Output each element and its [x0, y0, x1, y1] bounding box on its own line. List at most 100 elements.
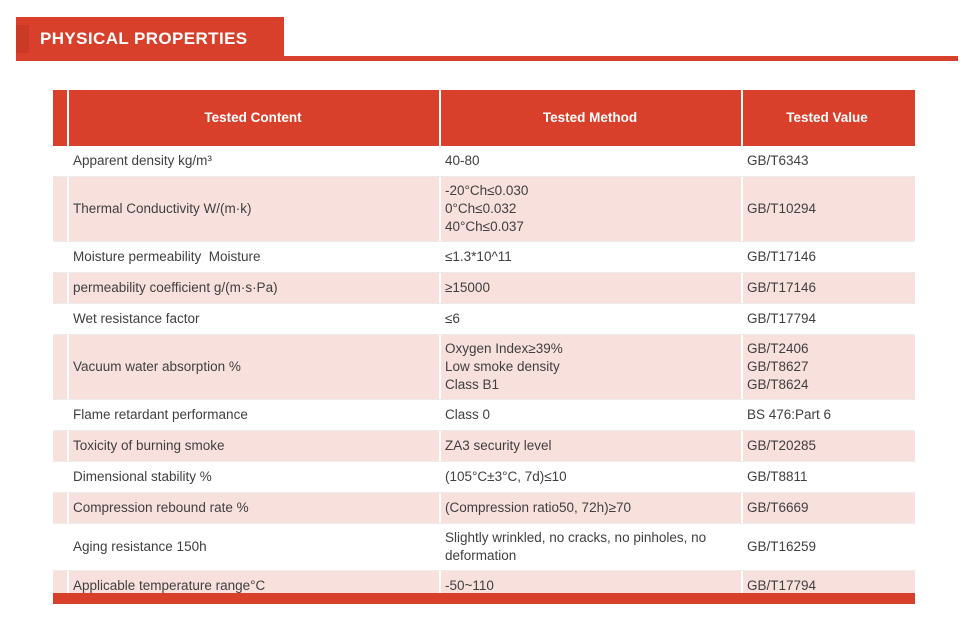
value-line: GB/T17794 — [747, 578, 817, 593]
table-row: Flame retardant performance Class 0 BS 476… — [53, 400, 915, 431]
value-line: GB/T17146 — [747, 249, 817, 264]
tested-content-cell: permeability coefficient g/(m·s·Pa) — [69, 273, 441, 303]
table-row: permeability coefficient g/(m·s·Pa) ≥1500… — [53, 273, 915, 304]
method-line: Slightly wrinkled, no cracks, no pinhole… — [445, 530, 707, 563]
page-title: PHYSICAL PROPERTIES — [40, 29, 248, 48]
tested-content-cell: Wet resistance factor — [69, 304, 441, 334]
table-header-row: Tested Content Tested Method Tested Valu… — [53, 90, 915, 146]
tested-method-cell: (Compression ratio50, 72h)≥70 — [441, 493, 743, 523]
header-spacer-cell — [53, 90, 69, 146]
header-tested-value: Tested Value — [786, 110, 868, 125]
table-row: Vacuum water absorption % Oxygen Index≥39… — [53, 335, 915, 400]
table-row: Moisture permeability Moisture ≤1.3*10^11… — [53, 242, 915, 273]
tested-method-cell: Class 0 — [441, 400, 743, 430]
value-line: GB/T20285 — [747, 438, 817, 453]
tested-value-cell: GB/T6669 — [743, 493, 913, 523]
row-spacer-cell — [53, 273, 69, 303]
row-spacer-cell — [53, 242, 69, 272]
row-spacer-cell — [53, 177, 69, 241]
tested-method-cell: -20°Ch≤0.030 0°Ch≤0.032 40°Ch≤0.037 — [441, 177, 743, 241]
value-line: GB/T16259 — [747, 539, 817, 554]
tested-value-cell: GB/T6343 — [743, 146, 913, 176]
header-tested-method: Tested Method — [441, 90, 743, 146]
physical-properties-table: Tested Content Tested Method Tested Valu… — [53, 90, 915, 602]
tested-value-cell: GB/T17146 — [743, 273, 913, 303]
tested-method-cell: Oxygen Index≥39% Low smoke density Class B… — [441, 335, 743, 399]
tested-method-cell: (105°C±3°C, 7d)≤10 — [441, 462, 743, 492]
value-line: GB/T6669 — [747, 500, 809, 515]
method-line: ≥15000 — [445, 280, 490, 295]
value-line: GB/T17794 — [747, 311, 817, 326]
tested-value-cell: GB/T2406 GB/T8627 GB/T8624 — [743, 335, 913, 399]
table-row: Aging resistance 150h Slightly wrinkled, … — [53, 524, 915, 571]
tested-value-cell: GB/T10294 — [743, 177, 913, 241]
table-row: Dimensional stability % (105°C±3°C, 7d)≤1… — [53, 462, 915, 493]
row-spacer-cell — [53, 524, 69, 570]
value-line: GB/T8811 — [747, 469, 808, 484]
banner-underline — [284, 56, 958, 61]
row-spacer-cell — [53, 335, 69, 399]
row-spacer-cell — [53, 431, 69, 461]
value-line: GB/T2406 — [747, 341, 809, 356]
method-line: (Compression ratio50, 72h)≥70 — [445, 500, 632, 515]
tested-content-cell: Dimensional stability % — [69, 462, 441, 492]
tested-value-cell: GB/T17794 — [743, 571, 913, 601]
row-spacer-cell — [53, 571, 69, 601]
tested-content-cell: Aging resistance 150h — [69, 524, 441, 570]
method-line: ≤6 — [445, 311, 460, 326]
table-row: Apparent density kg/m³ 40-80 GB/T6343 — [53, 146, 915, 177]
method-line: 40°Ch≤0.037 — [445, 219, 524, 234]
header-tested-content: Tested Content — [69, 90, 441, 146]
method-line: 0°Ch≤0.032 — [445, 201, 517, 216]
banner-accent-square — [16, 25, 29, 53]
tested-method-cell: 40-80 — [441, 146, 743, 176]
tested-method-cell: -50~110 — [441, 571, 743, 601]
tested-content-cell: Moisture permeability Moisture — [69, 242, 441, 272]
tested-method-cell: Slightly wrinkled, no cracks, no pinhole… — [441, 524, 743, 570]
tested-content-cell: Vacuum water absorption % — [69, 335, 441, 399]
row-spacer-cell — [53, 400, 69, 430]
tested-content-cell: Applicable temperature range°C — [69, 571, 441, 601]
tested-value-cell: GB/T20285 — [743, 431, 913, 461]
table-row: Compression rebound rate % (Compression r… — [53, 493, 915, 524]
tested-value-cell: GB/T16259 — [743, 524, 913, 570]
value-line: GB/T6343 — [747, 153, 809, 168]
tested-value-cell: GB/T17146 — [743, 242, 913, 272]
section-title-banner: PHYSICAL PROPERTIES — [16, 17, 284, 61]
method-line: Class B1 — [445, 377, 500, 392]
bottom-red-bar — [53, 593, 915, 604]
method-line: Low smoke density — [445, 359, 560, 374]
tested-content-cell: Thermal Conductivity W/(m·k) — [69, 177, 441, 241]
method-line: ZA3 security level — [445, 438, 552, 453]
tested-method-cell: ≤1.3*10^11 — [441, 242, 743, 272]
tested-value-cell: GB/T8811 — [743, 462, 913, 492]
method-line: 40-80 — [445, 153, 480, 168]
value-line: GB/T10294 — [747, 201, 817, 216]
tested-method-cell: ≥15000 — [441, 273, 743, 303]
row-spacer-cell — [53, 493, 69, 523]
method-line: Class 0 — [445, 407, 491, 422]
value-line: BS 476:Part 6 — [747, 407, 832, 422]
table-row: Toxicity of burning smoke ZA3 security le… — [53, 431, 915, 462]
value-line: GB/T8624 — [747, 377, 809, 392]
table-row: Wet resistance factor ≤6 GB/T17794 — [53, 304, 915, 335]
method-line: ≤1.3*10^11 — [445, 249, 512, 264]
value-line: GB/T17146 — [747, 280, 817, 295]
method-line: -20°Ch≤0.030 — [445, 183, 529, 198]
tested-content-cell: Toxicity of burning smoke — [69, 431, 441, 461]
row-spacer-cell — [53, 462, 69, 492]
tested-content-cell: Flame retardant performance — [69, 400, 441, 430]
method-line: (105°C±3°C, 7d)≤10 — [445, 469, 567, 484]
tested-content-cell: Apparent density kg/m³ — [69, 146, 441, 176]
tested-value-cell: GB/T17794 — [743, 304, 913, 334]
value-line: GB/T8627 — [747, 359, 809, 374]
tested-value-cell: BS 476:Part 6 — [743, 400, 913, 430]
tested-method-cell: ZA3 security level — [441, 431, 743, 461]
tested-method-cell: ≤6 — [441, 304, 743, 334]
method-line: Oxygen Index≥39% — [445, 341, 563, 356]
row-spacer-cell — [53, 304, 69, 334]
tested-content-cell: Compression rebound rate % — [69, 493, 441, 523]
table-body: Apparent density kg/m³ 40-80 GB/T6343 Therm… — [53, 146, 915, 602]
row-spacer-cell — [53, 146, 69, 176]
